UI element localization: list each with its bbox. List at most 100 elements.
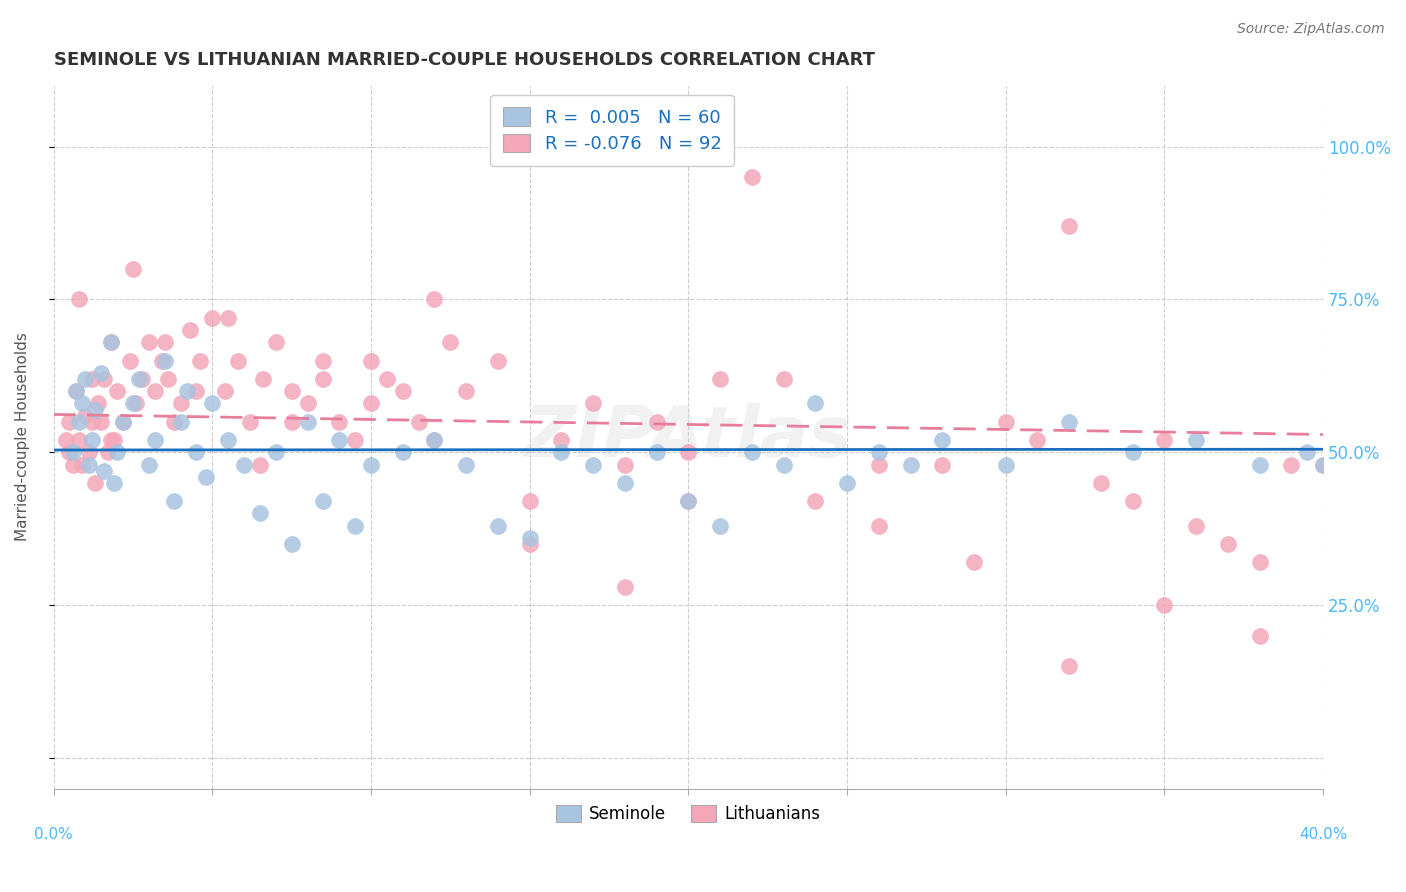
Point <box>87 396 110 410</box>
Point <box>741 445 763 459</box>
Point <box>1026 433 1049 447</box>
Point <box>97 445 120 459</box>
Point <box>169 396 191 410</box>
Point <box>963 555 986 569</box>
Point <box>804 396 827 410</box>
Point <box>900 458 922 472</box>
Point <box>835 475 858 490</box>
Point <box>186 384 208 399</box>
Point <box>90 415 112 429</box>
Point <box>1279 458 1302 472</box>
Point <box>868 458 890 472</box>
Text: 40.0%: 40.0% <box>1299 827 1347 842</box>
Point <box>93 372 115 386</box>
Point <box>217 310 239 325</box>
Point <box>100 335 122 350</box>
Point <box>252 372 274 386</box>
Point <box>1312 458 1334 472</box>
Point <box>77 445 100 459</box>
Point <box>65 384 87 399</box>
Point <box>58 415 80 429</box>
Point <box>217 433 239 447</box>
Point <box>328 415 350 429</box>
Point <box>67 415 90 429</box>
Point <box>125 396 148 410</box>
Point <box>80 415 103 429</box>
Point <box>360 458 382 472</box>
Point <box>678 494 700 508</box>
Point <box>179 323 201 337</box>
Point <box>360 353 382 368</box>
Point <box>112 415 135 429</box>
Point <box>153 335 176 350</box>
Point <box>1312 458 1334 472</box>
Point <box>80 433 103 447</box>
Point <box>201 310 224 325</box>
Point <box>156 372 179 386</box>
Point <box>201 396 224 410</box>
Point <box>249 507 271 521</box>
Point <box>143 384 166 399</box>
Point <box>163 494 186 508</box>
Point <box>486 353 509 368</box>
Point <box>312 353 335 368</box>
Point <box>264 335 287 350</box>
Point <box>375 372 398 386</box>
Point <box>519 531 541 545</box>
Point <box>772 458 794 472</box>
Point <box>709 518 731 533</box>
Point <box>613 458 636 472</box>
Point <box>804 494 827 508</box>
Point <box>1249 629 1271 643</box>
Point <box>1057 415 1080 429</box>
Point <box>678 445 700 459</box>
Point <box>1122 445 1144 459</box>
Point <box>772 372 794 386</box>
Point <box>423 293 446 307</box>
Point <box>439 335 461 350</box>
Point <box>70 396 93 410</box>
Point <box>194 469 217 483</box>
Point <box>344 433 367 447</box>
Point <box>280 415 302 429</box>
Point <box>122 261 145 276</box>
Point <box>678 494 700 508</box>
Point <box>1296 445 1319 459</box>
Point <box>93 464 115 478</box>
Point <box>100 335 122 350</box>
Point <box>550 433 572 447</box>
Point <box>645 445 668 459</box>
Point <box>112 415 135 429</box>
Point <box>55 433 77 447</box>
Point <box>582 396 605 410</box>
Point <box>280 384 302 399</box>
Y-axis label: Married-couple Households: Married-couple Households <box>15 333 30 541</box>
Point <box>312 494 335 508</box>
Point <box>1185 518 1208 533</box>
Point <box>297 396 319 410</box>
Point <box>994 415 1017 429</box>
Point <box>297 415 319 429</box>
Point <box>931 458 953 472</box>
Point <box>65 384 87 399</box>
Point <box>249 458 271 472</box>
Point <box>186 445 208 459</box>
Point <box>233 458 256 472</box>
Point <box>613 580 636 594</box>
Point <box>75 372 97 386</box>
Point <box>486 518 509 533</box>
Point <box>103 433 125 447</box>
Point <box>1057 219 1080 233</box>
Point <box>868 445 890 459</box>
Point <box>1185 433 1208 447</box>
Point <box>456 384 478 399</box>
Point <box>70 458 93 472</box>
Point <box>1122 494 1144 508</box>
Point <box>176 384 198 399</box>
Point <box>312 372 335 386</box>
Text: SEMINOLE VS LITHUANIAN MARRIED-COUPLE HOUSEHOLDS CORRELATION CHART: SEMINOLE VS LITHUANIAN MARRIED-COUPLE HO… <box>53 51 875 69</box>
Point <box>83 475 105 490</box>
Point <box>138 335 160 350</box>
Point <box>75 409 97 423</box>
Point <box>1153 598 1175 612</box>
